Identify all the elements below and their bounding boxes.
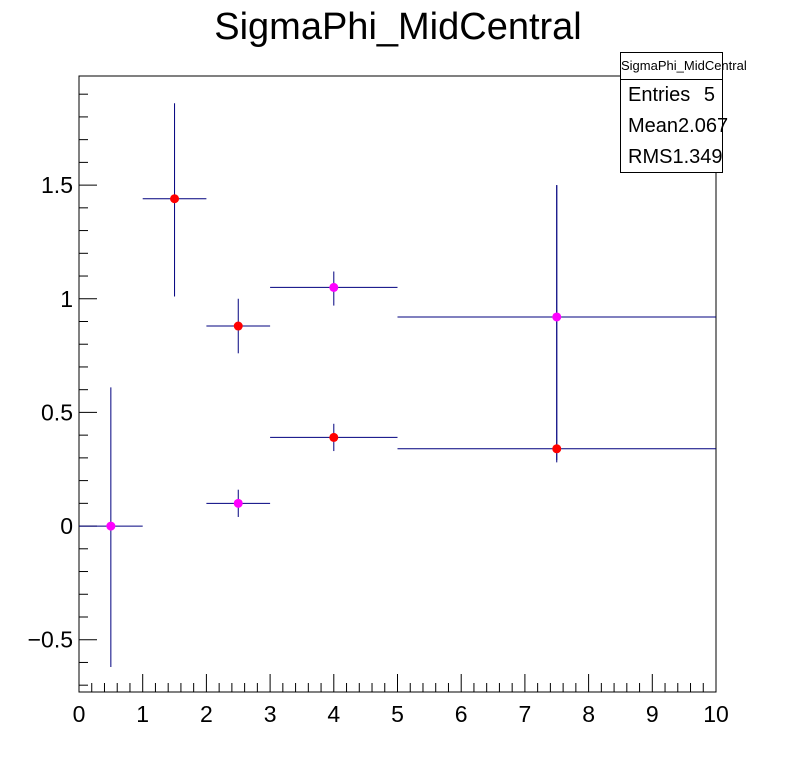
stats-row-mean: Mean 2.067	[621, 111, 728, 142]
x-tick-label: 3	[264, 701, 277, 727]
stats-entries-label: Entries	[628, 84, 691, 106]
stats-box: SigmaPhi_MidCentral Entries 5 Mean 2.067…	[620, 52, 747, 173]
x-tick-label: 5	[391, 701, 404, 727]
stats-row-entries: Entries 5	[621, 80, 722, 111]
data-point	[329, 432, 339, 442]
x-tick-label: 1	[136, 701, 149, 727]
data-point	[233, 498, 243, 508]
data-point	[170, 194, 180, 204]
x-tick-label: 2	[200, 701, 213, 727]
x-tick-label: 9	[646, 701, 659, 727]
y-tick-label: −0.5	[28, 627, 73, 653]
chart-title: SigmaPhi_MidCentral	[214, 6, 582, 48]
y-tick-label: 0.5	[41, 399, 73, 425]
stats-mean-value: 2.067	[678, 115, 729, 137]
x-tick-label: 7	[519, 701, 532, 727]
data-point	[552, 312, 562, 322]
x-tick-label: 0	[73, 701, 86, 727]
y-tick-label: 1	[60, 286, 73, 312]
stats-row-rms: RMS 1.349	[621, 142, 723, 173]
stats-rms-label: RMS	[628, 146, 673, 168]
y-tick-label: 1.5	[41, 172, 73, 198]
stats-box-title: SigmaPhi_MidCentral	[621, 53, 747, 80]
stats-rms-value: 1.349	[672, 146, 723, 168]
data-point	[552, 444, 562, 454]
data-point	[233, 321, 243, 331]
data-point	[106, 521, 116, 531]
x-tick-label: 8	[582, 701, 595, 727]
x-tick-label: 10	[703, 701, 729, 727]
stats-entries-value: 5	[703, 84, 715, 106]
x-tick-label: 4	[327, 701, 340, 727]
x-tick-label: 6	[455, 701, 468, 727]
stats-mean-label: Mean	[628, 115, 679, 137]
y-tick-label: 0	[60, 513, 73, 539]
data-point	[329, 282, 339, 292]
